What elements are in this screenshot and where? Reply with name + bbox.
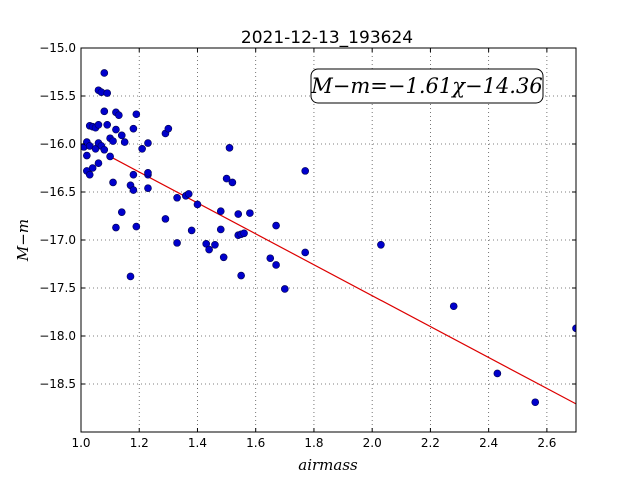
data-point xyxy=(100,145,109,154)
data-point xyxy=(94,159,103,167)
x-tick-label: 2.4 xyxy=(479,436,498,450)
data-point xyxy=(161,215,170,223)
data-point xyxy=(144,184,152,192)
data-point xyxy=(164,124,173,133)
y-tick-label: −17.0 xyxy=(39,233,76,247)
data-point xyxy=(216,225,225,234)
data-point xyxy=(103,89,112,97)
data-point xyxy=(112,223,120,232)
data-point xyxy=(144,139,152,147)
data-point xyxy=(234,210,243,218)
data-point xyxy=(85,170,94,179)
data-point xyxy=(205,245,213,254)
data-point xyxy=(193,200,202,209)
x-tick-label: 1.4 xyxy=(188,436,207,450)
data-point xyxy=(117,131,126,140)
chart-title: 2021-12-13_193624 xyxy=(241,28,413,48)
data-point xyxy=(211,241,219,249)
x-tick-label: 1.6 xyxy=(246,436,265,450)
x-tick-label: 1.8 xyxy=(304,436,323,450)
data-point xyxy=(240,229,248,238)
grid-lines xyxy=(80,47,576,432)
data-point xyxy=(115,111,123,119)
y-tick-label: −15.5 xyxy=(39,89,76,103)
y-tick-label: −16.5 xyxy=(39,185,76,199)
data-point xyxy=(225,144,234,152)
data-point xyxy=(100,107,109,116)
fit-line xyxy=(109,156,577,405)
equation-box: M−m=−1.61χ−14.36 xyxy=(310,68,544,104)
data-point xyxy=(117,208,126,216)
data-point xyxy=(219,253,228,262)
data-point xyxy=(228,178,237,187)
data-point xyxy=(129,186,138,194)
data-point xyxy=(266,254,275,263)
data-point xyxy=(129,124,138,133)
data-point xyxy=(88,164,97,172)
x-tick-label: 2.6 xyxy=(537,436,556,450)
data-point xyxy=(144,169,152,177)
x-tick-label: 1.2 xyxy=(130,436,149,450)
data-point xyxy=(281,285,289,293)
data-point xyxy=(572,324,576,333)
data-point xyxy=(301,248,310,257)
x-tick-label: 2.0 xyxy=(363,436,382,450)
axis-ticks xyxy=(80,47,576,432)
data-point xyxy=(222,174,231,183)
data-point xyxy=(216,207,225,215)
data-point xyxy=(120,138,129,146)
y-axis-label: M−m xyxy=(14,219,32,262)
x-tick-label: 2.2 xyxy=(421,436,440,450)
data-point xyxy=(531,398,540,407)
x-tick-label: 1.0 xyxy=(71,436,90,450)
data-point xyxy=(109,178,117,187)
x-tick-labels: 1.0 1.2 1.4 1.6 1.8 2.0 2.2 2.4 2.6 xyxy=(71,436,556,450)
data-point xyxy=(173,193,181,202)
data-point xyxy=(138,145,146,153)
data-point xyxy=(449,302,458,311)
data-point xyxy=(106,152,114,161)
y-tick-label: −15.0 xyxy=(39,41,76,55)
data-point xyxy=(132,110,141,119)
data-point xyxy=(493,369,502,378)
data-point xyxy=(100,69,109,77)
x-axis-label: airmass xyxy=(298,456,358,474)
y-tick-label: −16.0 xyxy=(39,137,76,151)
data-point xyxy=(109,137,117,145)
data-point xyxy=(272,261,280,269)
y-tick-label: −18.5 xyxy=(39,377,76,391)
data-point xyxy=(173,239,181,247)
data-point xyxy=(246,209,254,217)
data-point xyxy=(301,167,310,175)
data-point xyxy=(184,190,193,198)
fit-line-group xyxy=(109,156,577,405)
data-points xyxy=(81,69,576,407)
data-point xyxy=(132,222,141,231)
data-point xyxy=(272,221,280,230)
data-point xyxy=(187,226,196,235)
data-point xyxy=(94,121,103,129)
fit-equation: M−m=−1.61χ−14.36 xyxy=(310,74,542,98)
data-point xyxy=(237,271,245,280)
data-point xyxy=(103,121,112,129)
y-tick-labels: −15.0 −15.5 −16.0 −16.5 −17.0 −17.5 −18.0 −18.5 xyxy=(39,41,76,391)
data-point xyxy=(377,241,385,249)
data-point xyxy=(126,272,135,281)
data-point xyxy=(83,151,91,160)
data-point xyxy=(129,170,138,179)
y-tick-label: −17.5 xyxy=(39,281,76,295)
y-tick-label: −18.0 xyxy=(39,329,76,343)
data-point xyxy=(112,125,120,134)
equation-box-frame xyxy=(310,68,544,104)
